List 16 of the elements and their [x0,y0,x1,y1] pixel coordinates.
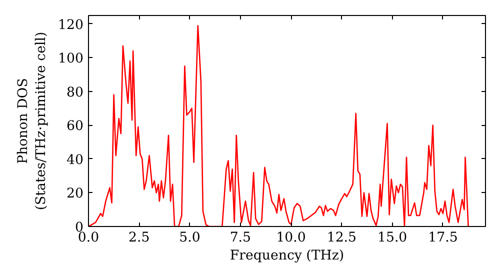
x-tick-label: 10.0 [276,230,306,246]
x-tick-label: 17.5 [428,230,458,246]
y-tick-label: 80 [66,85,84,100]
y-tick-label: 60 [66,119,84,134]
y-tick-label: 120 [58,18,84,33]
x-axis-title: Frequency (THz) [230,248,344,264]
y-tick-label: 40 [66,152,84,168]
y-axis-title: Phonon DOS (States/THz·primitive cell) [16,32,50,210]
x-tick-label: 12.5 [326,230,357,246]
x-tick-label: 5.0 [179,230,200,246]
y-tick-label: 20 [66,186,84,202]
x-tick-label: 2.5 [128,230,150,246]
x-tick-label: 15.0 [377,230,408,246]
y-tick-label: 100 [58,52,84,67]
x-tick-label: 0.0 [78,230,100,246]
x-tick-label: 7.5 [230,230,252,246]
